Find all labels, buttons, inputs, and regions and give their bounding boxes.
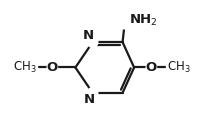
Text: O: O [47, 61, 58, 74]
Text: N: N [84, 93, 95, 106]
Text: CH$_3$: CH$_3$ [13, 60, 36, 75]
Circle shape [88, 37, 98, 47]
Circle shape [117, 14, 132, 29]
Text: NH$_2$: NH$_2$ [130, 13, 158, 28]
Text: O: O [146, 61, 157, 74]
Circle shape [146, 62, 157, 73]
Text: CH$_3$: CH$_3$ [167, 60, 191, 75]
Circle shape [47, 62, 57, 73]
Text: N: N [82, 29, 94, 42]
Circle shape [88, 88, 98, 98]
